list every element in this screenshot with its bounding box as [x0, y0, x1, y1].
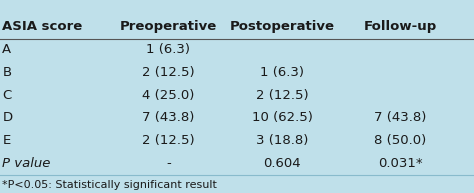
Text: *P<0.05: Statistically significant result: *P<0.05: Statistically significant resul…: [2, 180, 217, 190]
Text: 4 (25.0): 4 (25.0): [142, 89, 194, 102]
Text: 7 (43.8): 7 (43.8): [142, 112, 194, 124]
Text: A: A: [2, 43, 11, 56]
Text: C: C: [2, 89, 12, 102]
Text: Preoperative: Preoperative: [119, 19, 217, 33]
Text: 7 (43.8): 7 (43.8): [374, 112, 427, 124]
Text: 10 (62.5): 10 (62.5): [252, 112, 312, 124]
Text: Follow-up: Follow-up: [364, 19, 437, 33]
Text: 2 (12.5): 2 (12.5): [142, 134, 195, 147]
Text: E: E: [2, 134, 10, 147]
Text: P value: P value: [2, 157, 51, 170]
Text: 1 (6.3): 1 (6.3): [260, 66, 304, 79]
Text: 1 (6.3): 1 (6.3): [146, 43, 190, 56]
Text: 2 (12.5): 2 (12.5): [142, 66, 195, 79]
Text: 0.031*: 0.031*: [378, 157, 423, 170]
Text: 2 (12.5): 2 (12.5): [255, 89, 309, 102]
Text: ASIA score: ASIA score: [2, 19, 82, 33]
Text: D: D: [2, 112, 12, 124]
Text: B: B: [2, 66, 11, 79]
Text: 3 (18.8): 3 (18.8): [256, 134, 308, 147]
Text: -: -: [166, 157, 171, 170]
Text: 8 (50.0): 8 (50.0): [374, 134, 427, 147]
Text: 0.604: 0.604: [263, 157, 301, 170]
Text: Postoperative: Postoperative: [229, 19, 335, 33]
